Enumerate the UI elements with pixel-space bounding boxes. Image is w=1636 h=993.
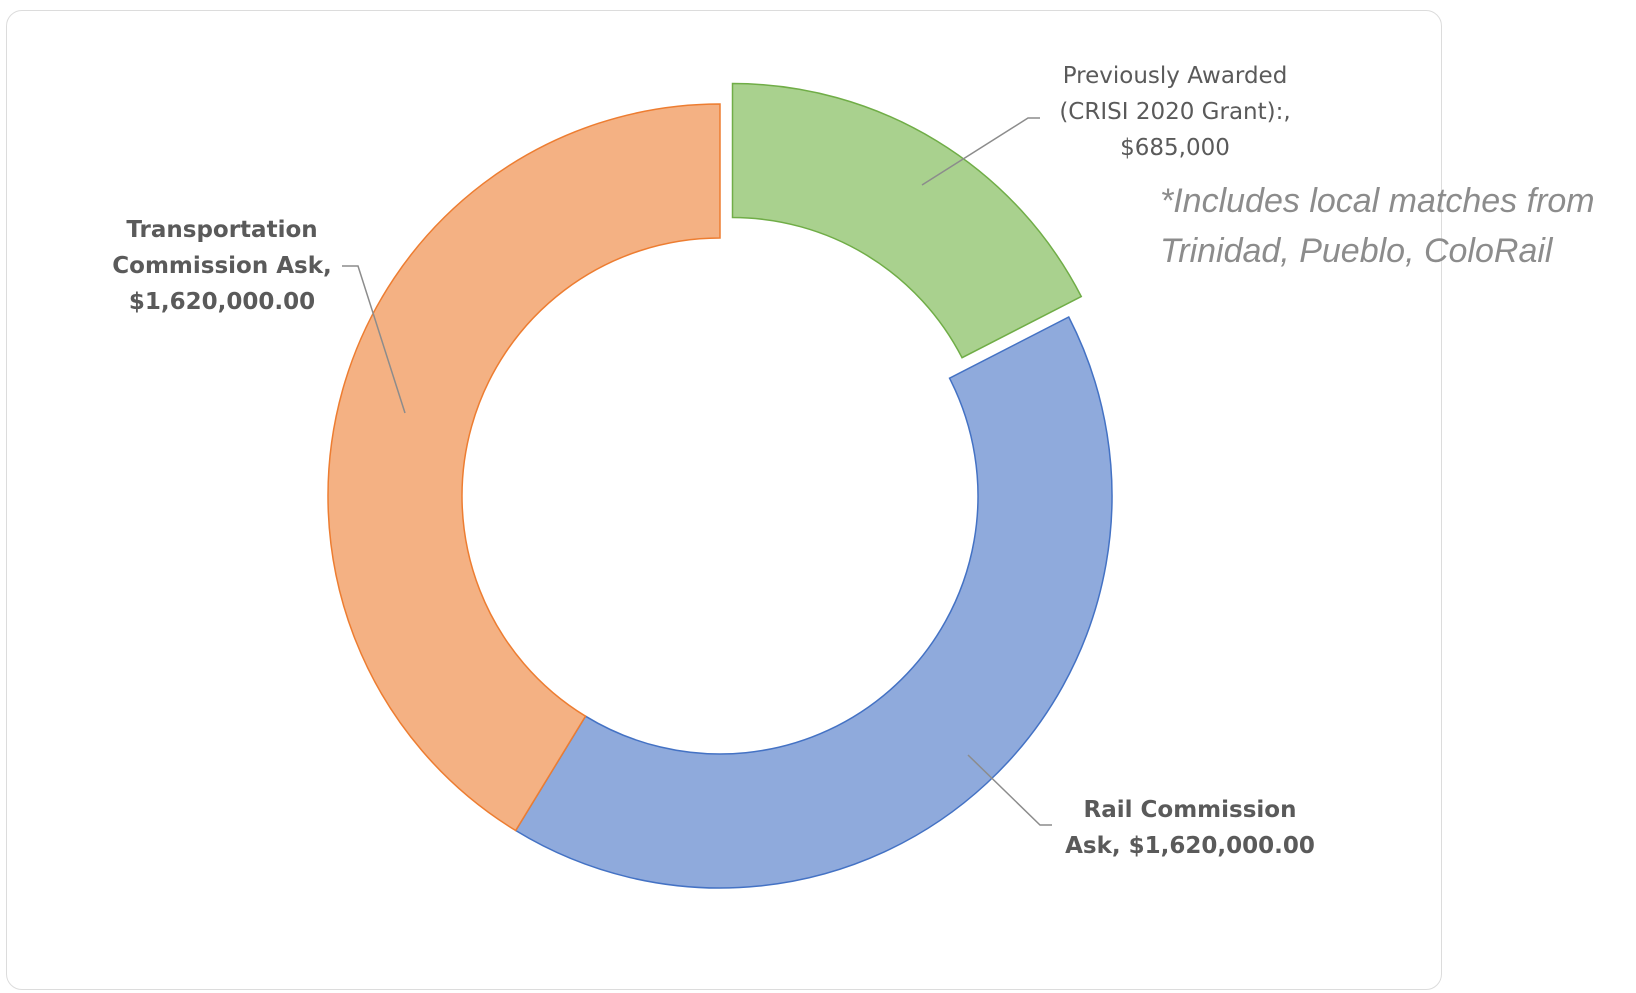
data-label-awarded-value: $685,000	[1120, 135, 1230, 161]
data-label-transport-line: Transportation	[126, 217, 318, 243]
data-label-awarded: Previously Awarded (CRISI 2020 Grant):, …	[1030, 58, 1320, 166]
leader-line-rail	[967, 754, 1052, 826]
leader-line-transport	[342, 265, 406, 414]
data-label-rail-line: Ask, $1,620,000.00	[1065, 833, 1315, 859]
data-label-awarded-line: (CRISI 2020 Grant):,	[1059, 99, 1291, 125]
data-label-transport-value: $1,620,000.00	[128, 289, 316, 315]
data-label-transport: Transportation Commission Ask, $1,620,00…	[82, 212, 362, 320]
slice-transportation-commission	[327, 103, 721, 832]
data-label-rail: Rail Commission Ask, $1,620,000.00	[1040, 792, 1340, 864]
leader-line-awarded	[921, 117, 1040, 186]
annotation-line: *Includes local matches from	[1160, 182, 1595, 220]
annotation-line: Trinidad, Pueblo, ColoRail	[1160, 232, 1553, 270]
chart-annotation: *Includes local matches from Trinidad, P…	[1160, 176, 1595, 276]
data-label-transport-line: Commission Ask,	[112, 253, 332, 279]
data-label-rail-line: Rail Commission	[1083, 797, 1297, 823]
slice-rail-commission	[514, 315, 1113, 889]
slice-previously-awarded	[731, 82, 1083, 359]
data-label-awarded-line: Previously Awarded	[1062, 63, 1288, 89]
